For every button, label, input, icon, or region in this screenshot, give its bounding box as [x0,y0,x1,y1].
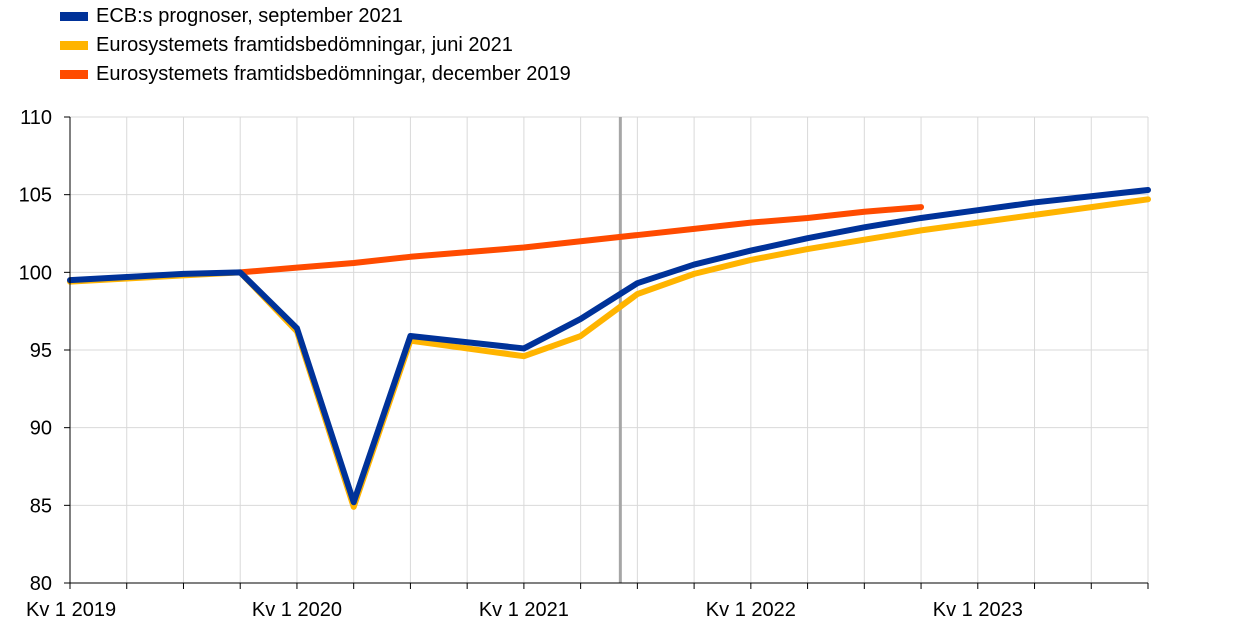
y-tick-label: 90 [30,418,52,440]
series-line-ecb-s-prognoser-september-2021 [67,187,1151,506]
x-tick-label: Kv 1 2021 [479,599,569,621]
legend-item-eurosystem-december-2019: Eurosystemets framtidsbedömningar, decem… [60,60,571,89]
y-tick-label: 85 [30,495,52,517]
series-layer [67,187,1151,510]
y-tick-label: 110 [20,107,52,129]
legend-swatch-eurosystem-june-2021 [60,41,88,50]
legend-label-eurosystem-june-2021: Eurosystemets framtidsbedömningar, juni … [96,34,513,56]
y-tick-label: 95 [30,340,52,362]
legend-swatch-eurosystem-december-2019 [60,70,88,79]
y-tick-label: 100 [19,262,52,284]
grid-layer [70,116,1149,583]
x-tick-label: Kv 1 2023 [933,599,1023,621]
legend-item-ecb-september-2021: ECB:s prognoser, september 2021 [60,2,571,31]
x-tick-label: Kv 1 2022 [706,599,796,621]
chart-legend: ECB:s prognoser, september 2021 Eurosyst… [60,2,571,89]
y-tick-label: 80 [30,573,52,595]
legend-label-ecb-september-2021: ECB:s prognoser, september 2021 [96,5,403,27]
x-tick-label: Kv 1 2020 [252,599,342,621]
legend-swatch-ecb-september-2021 [60,12,88,21]
series-line-eurosystemets-framtidsbed-mningar-juni-2021 [67,196,1151,510]
axis-layer: 80 85 90 95 100 105 110 Kv 1 2019 Kv 1 2020 Kv 1 … [19,107,1149,621]
legend-item-eurosystem-june-2021: Eurosystemets framtidsbedömningar, juni … [60,31,571,60]
series-line-eurosystemets-framtidsbed-mningar-december-2019 [237,204,925,276]
legend-label-eurosystem-december-2019: Eurosystemets framtidsbedömningar, decem… [96,63,571,85]
x-tick-label: Kv 1 2019 [26,599,116,621]
y-tick-label: 105 [19,185,52,207]
